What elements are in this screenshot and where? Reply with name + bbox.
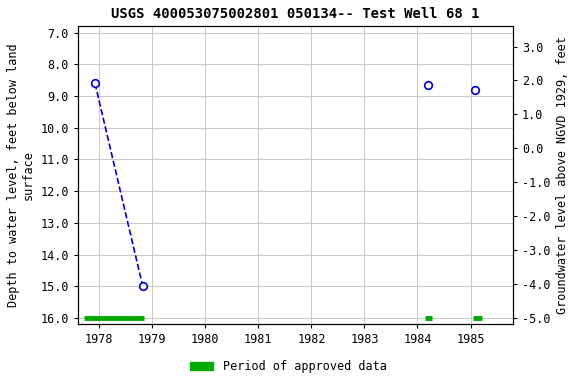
Y-axis label: Depth to water level, feet below land
surface: Depth to water level, feet below land su…	[7, 43, 35, 307]
Legend: Period of approved data: Period of approved data	[185, 356, 391, 378]
Y-axis label: Groundwater level above NGVD 1929, feet: Groundwater level above NGVD 1929, feet	[556, 36, 569, 314]
Title: USGS 400053075002801 050134-- Test Well 68 1: USGS 400053075002801 050134-- Test Well …	[111, 7, 480, 21]
